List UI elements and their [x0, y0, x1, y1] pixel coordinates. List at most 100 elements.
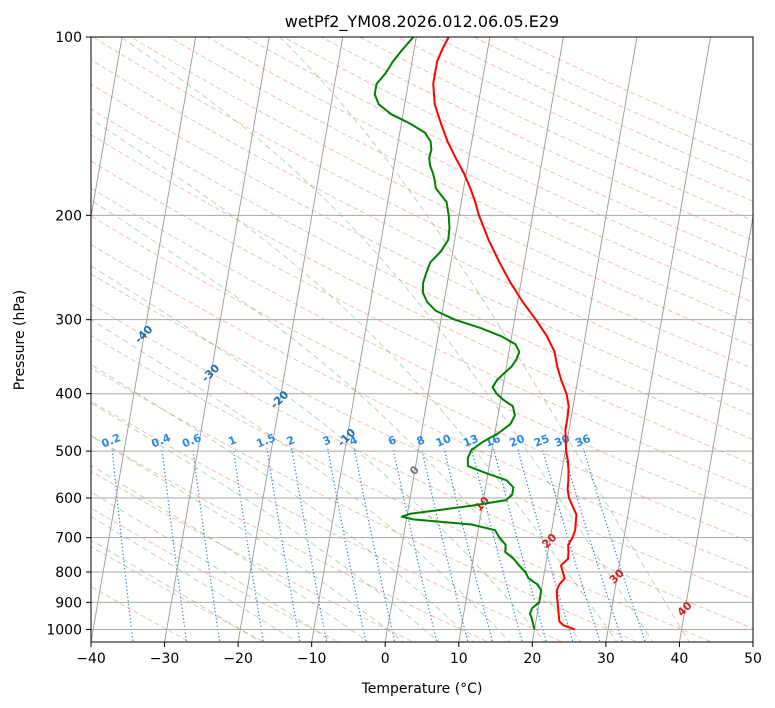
dry-adiabat	[472, 37, 753, 165]
y-tick-label: 100	[55, 30, 82, 46]
y-tick-label: 300	[55, 313, 82, 329]
x-axis-ticks: −40 −30 −20 −10 0 10 20 30 40 50	[76, 642, 762, 667]
dry-adiabat	[91, 434, 490, 642]
y-tick-label: 900	[55, 595, 82, 611]
isotherm-line	[678, 214, 753, 642]
isotherm-line	[384, 37, 491, 642]
dry-adiabat	[206, 37, 753, 303]
mixing-ratio-label: 16	[483, 432, 502, 450]
mixing-ratio-label: 25	[532, 432, 551, 450]
y-tick-label: 400	[55, 387, 82, 403]
isotherm-line	[531, 37, 638, 642]
dry-adiabat	[91, 400, 564, 642]
x-tick-label: −30	[150, 651, 180, 667]
y-axis-ticks: 1000 900 800 700 600 500 400 300 200 100	[46, 30, 91, 638]
moist-adiabat	[91, 435, 405, 642]
isotherm-label: -20	[268, 388, 291, 411]
plot-frame	[90, 36, 754, 643]
isotherm-line	[458, 37, 564, 642]
y-tick-label: 1000	[46, 622, 82, 638]
mixing-ratio-label: 0.2	[100, 431, 123, 450]
moist-adiabat	[91, 539, 262, 642]
x-tick-label: 50	[744, 651, 762, 667]
dry-adiabat	[91, 108, 753, 440]
dry-adiabat	[91, 215, 753, 544]
y-tick-label: 800	[55, 565, 82, 581]
dewpoint-line	[373, 37, 543, 630]
chart-title: wetPf2_YM08.2026.012.06.05.E29	[285, 12, 559, 32]
isotherm-label: -30	[199, 361, 222, 384]
mixing-ratio-label: 0.4	[150, 431, 173, 450]
pressure-gridlines	[91, 37, 753, 630]
x-axis-label: Temperature (°C)	[361, 681, 483, 697]
moist-adiabat	[91, 464, 370, 642]
mixing-ratio-label: 20	[508, 432, 527, 450]
x-tick-label: 10	[450, 651, 468, 667]
dry-adiabat	[282, 37, 753, 262]
moist-adiabat	[91, 319, 511, 642]
y-tick-label: 500	[55, 444, 82, 460]
mixing-ratio-label: 1	[226, 433, 238, 448]
x-tick-label: −40	[76, 651, 106, 667]
moist-adiabat	[91, 118, 618, 642]
y-tick-label: 700	[55, 531, 82, 547]
dry-adiabat	[91, 470, 415, 642]
x-tick-label: −10	[297, 651, 327, 667]
moist-adiabat	[279, 37, 690, 642]
isotherm-line	[311, 37, 417, 642]
dry-adiabat	[91, 160, 753, 491]
temperature-line	[432, 37, 578, 631]
y-tick-label: 600	[55, 491, 82, 507]
mixing-ratio-line	[232, 448, 265, 642]
moist-adiabat	[91, 199, 582, 642]
dry-adiabat	[91, 59, 753, 393]
mixing-ratio-label: 36	[573, 432, 592, 450]
mixing-ratio-label: 13	[461, 432, 480, 450]
mixing-ratio-label: 30	[553, 432, 572, 450]
x-tick-label: 0	[381, 651, 390, 667]
mixing-ratio-line	[562, 448, 624, 642]
isotherm-label: 20	[539, 531, 559, 551]
isotherm-line	[91, 37, 197, 642]
mixing-ratio-line	[291, 448, 328, 642]
dry-adiabat	[130, 37, 753, 347]
mixing-ratio-line	[111, 448, 134, 642]
mixing-ratio-line	[582, 448, 646, 642]
x-tick-label: 30	[597, 651, 615, 667]
mixing-ratio-label: 6	[386, 433, 398, 448]
isotherm-line	[605, 37, 711, 642]
dry-adiabat	[320, 37, 753, 242]
dry-adiabat	[91, 507, 341, 642]
mixing-ratio-line	[192, 448, 221, 642]
mixing-ratio-label: 3	[321, 433, 333, 448]
y-axis-label: Pressure (hPa)	[12, 290, 28, 390]
mixing-ratio-label: 10	[434, 432, 453, 450]
x-tick-label: −20	[223, 651, 253, 667]
mixing-ratio-label: 8	[415, 433, 427, 448]
mixing-ratio-line	[266, 448, 301, 642]
isotherm-line	[91, 37, 123, 220]
mixing-ratio-line	[541, 448, 601, 642]
dry-adiabat	[91, 83, 753, 416]
isotherm-line	[164, 37, 270, 642]
dry-adiabat	[434, 37, 753, 183]
dry-adiabat	[358, 37, 753, 222]
isotherm-label: -60	[0, 245, 22, 268]
mixing-ratio-label: 4	[348, 433, 360, 448]
x-tick-label: 20	[523, 651, 541, 667]
isotherm-line	[752, 639, 753, 642]
moist-adiabat	[91, 265, 546, 642]
mixing-ratio-line	[492, 448, 548, 642]
isotherm-label: -40	[132, 322, 155, 345]
moist-adiabat	[91, 516, 298, 642]
mixing-ratio-line	[161, 448, 188, 642]
y-tick-label: 200	[55, 208, 82, 224]
mixing-ratio-line	[443, 448, 494, 642]
mixing-ratio-label: 2	[285, 433, 297, 448]
mixing-ratio-line	[392, 448, 438, 642]
dry-adiabat	[396, 37, 753, 202]
dry-adiabat	[168, 37, 753, 325]
isotherm-line	[237, 37, 344, 642]
mixing-ratio-line	[517, 448, 574, 642]
